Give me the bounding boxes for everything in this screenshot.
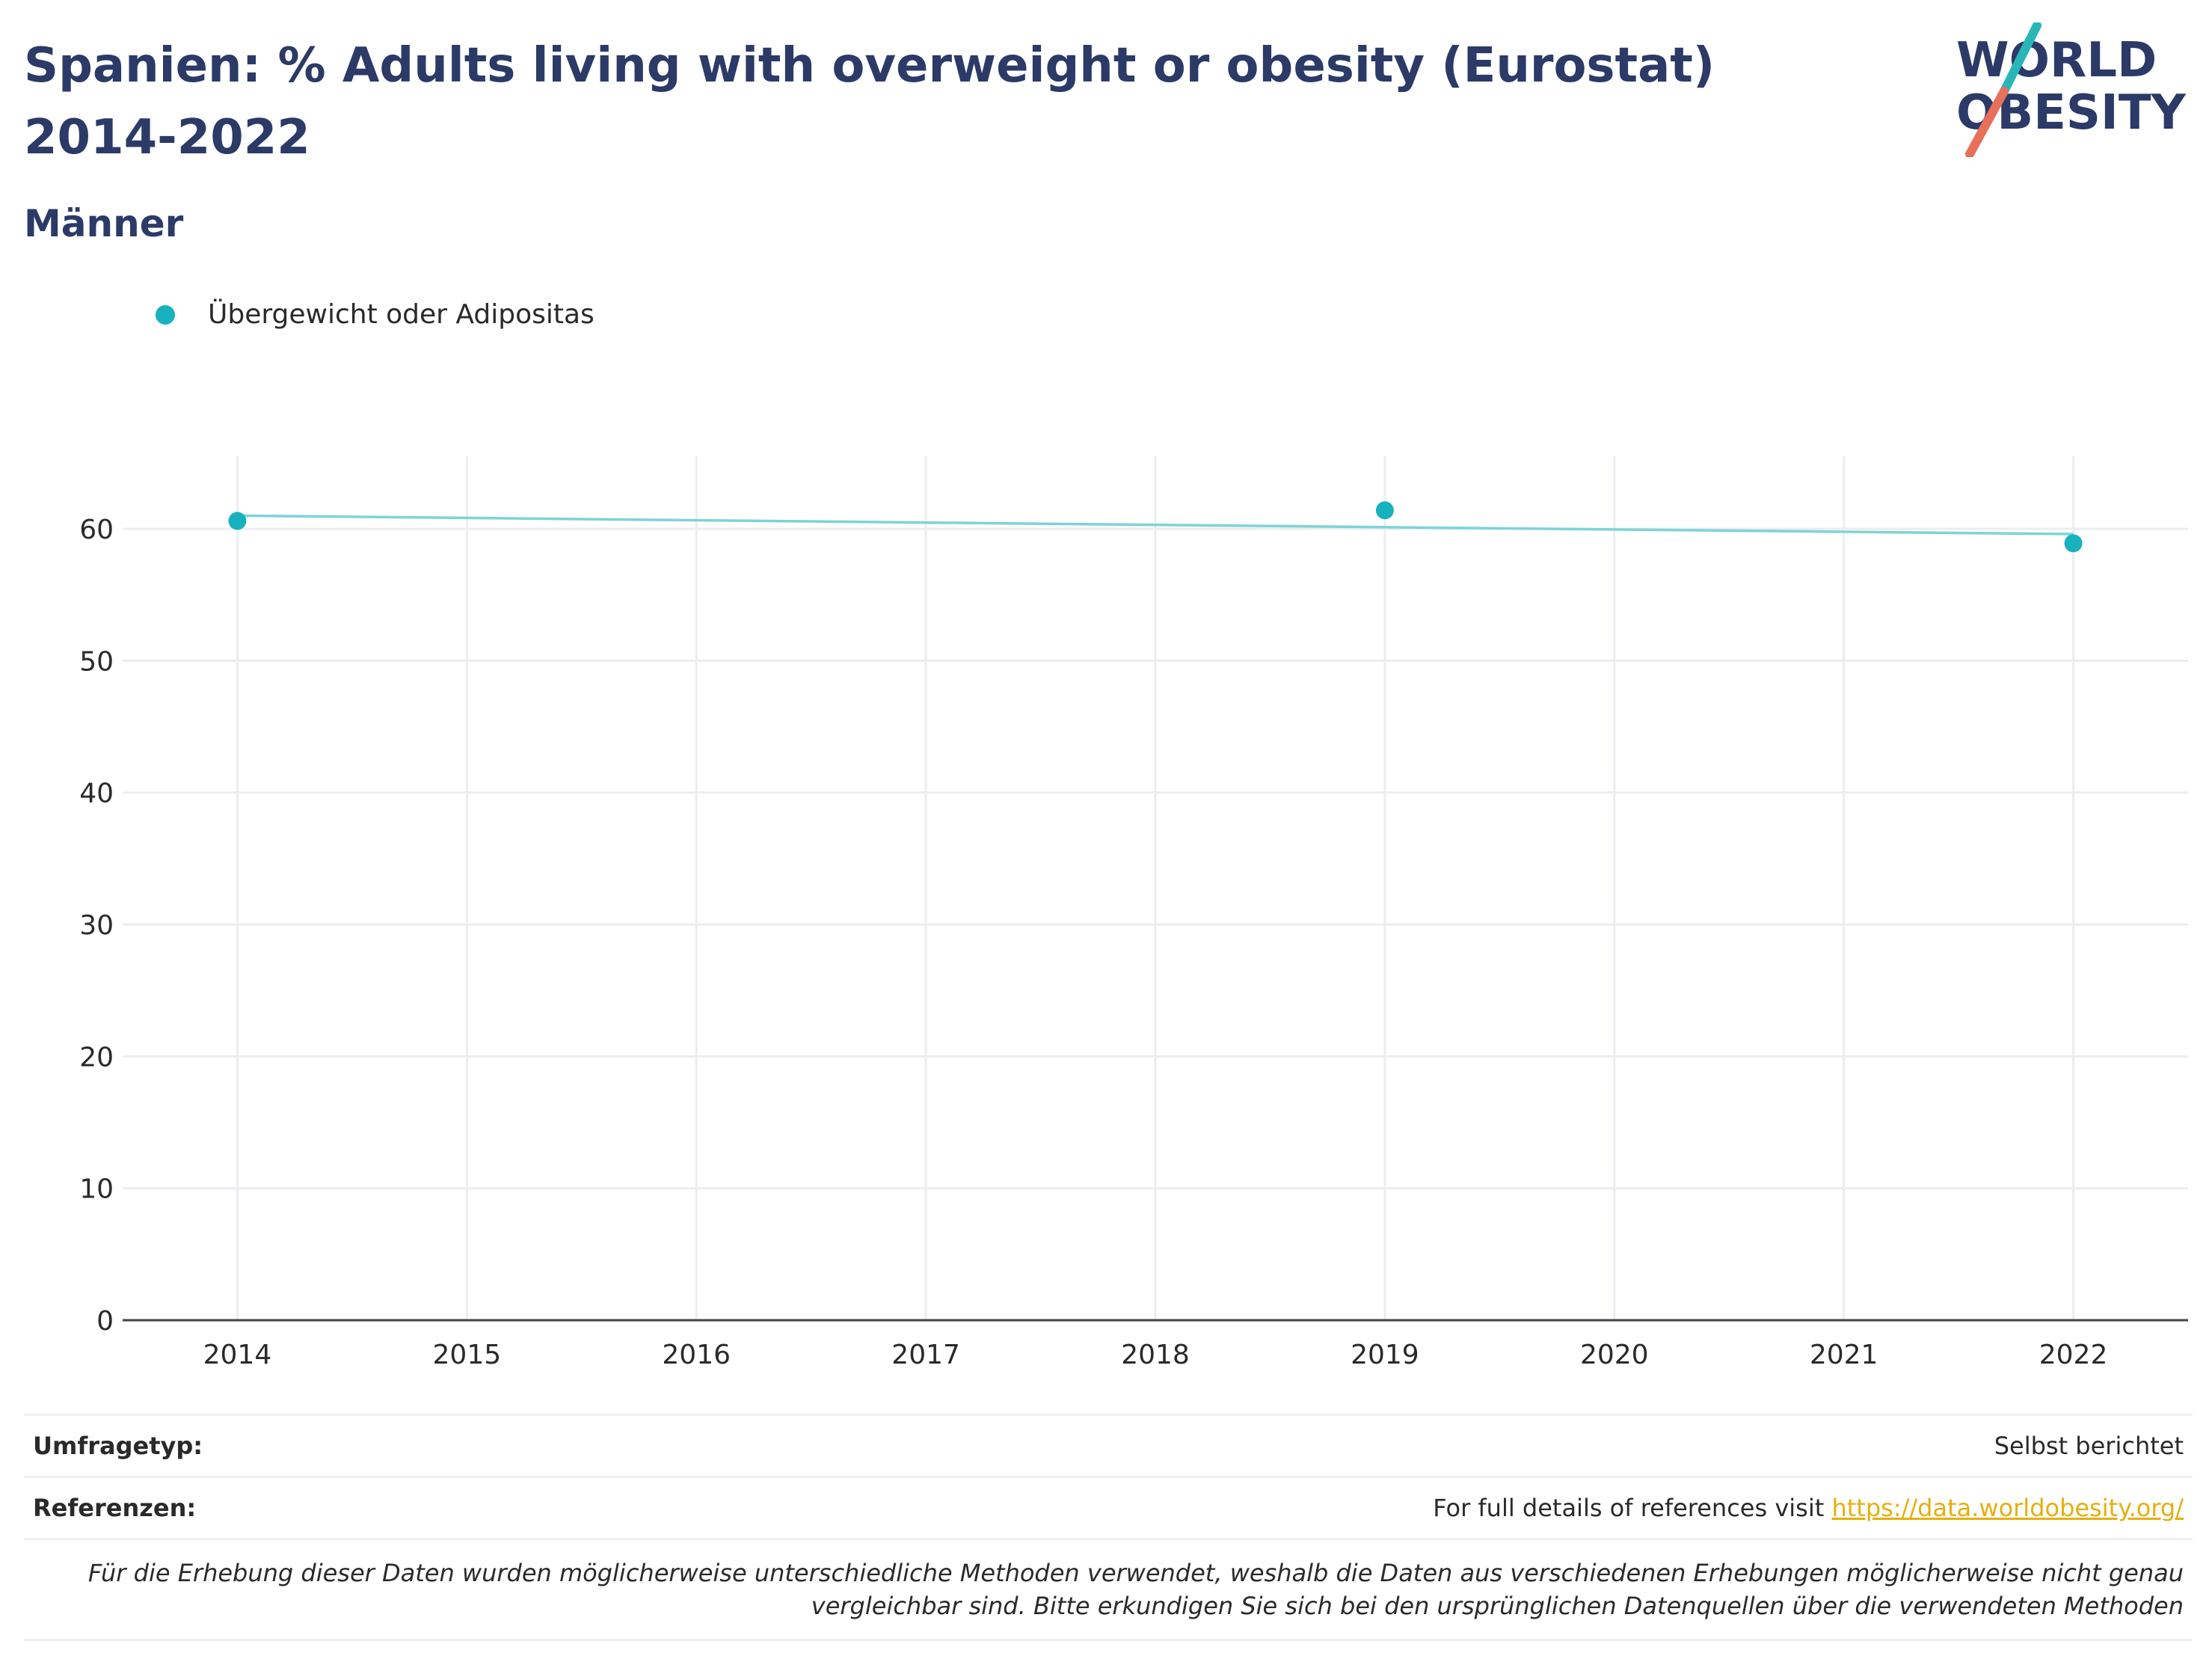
references-label: Referenzen: [24, 1476, 485, 1539]
logo-text-world: WORLD [1956, 33, 2157, 88]
x-tick-label: 2019 [1351, 1340, 1419, 1370]
survey-type-label: Umfragetyp: [24, 1414, 485, 1477]
data-point [228, 512, 247, 530]
x-tick-label: 2017 [891, 1340, 960, 1370]
x-tick-label: 2021 [1810, 1340, 1878, 1370]
references-text: For full details of references visit [1433, 1494, 1832, 1522]
note-row: Für die Erhebung dieser Daten wurden mög… [24, 1538, 2193, 1641]
y-tick-label: 0 [96, 1306, 114, 1337]
chart-area: 2014 2015 2016 2017 2018 2019 2020 2021 2022 0 10 2… [79, 456, 2188, 1370]
x-tick-label: 2020 [1580, 1340, 1649, 1370]
methodology-note: Für die Erhebung dieser Daten wurden mög… [24, 1538, 2193, 1641]
chart-subtitle: Männer [24, 202, 184, 245]
world-obesity-logo: WORLD OBESITY [1956, 22, 2186, 157]
y-tick-label: 10 [79, 1174, 114, 1205]
data-point [2064, 534, 2083, 553]
y-tick-label: 50 [79, 646, 114, 677]
chart-legend[interactable]: Übergewicht oder Adipositas [156, 299, 595, 330]
y-tick-label: 40 [79, 779, 114, 809]
y-tick-label: 30 [79, 910, 114, 941]
survey-type-value: Selbst berichtet [485, 1414, 2193, 1477]
references-link[interactable]: https://data.worldobesity.org/ [1831, 1494, 2184, 1522]
references-cell: For full details of references visit htt… [485, 1476, 2193, 1539]
x-tick-label: 2022 [2039, 1340, 2108, 1370]
references-row: Referenzen: For full details of referenc… [24, 1476, 2193, 1539]
data-point [1375, 501, 1394, 520]
info-table: Umfragetyp: Selbst berichtet Referenzen:… [24, 1414, 2193, 1641]
x-tick-label: 2014 [203, 1340, 272, 1370]
legend-label: Übergewicht oder Adipositas [208, 299, 595, 330]
trend-line [237, 514, 2074, 536]
logo-slash-bottom [1965, 87, 2009, 157]
page-title: Spanien: % Adults living with overweight… [24, 38, 1715, 165]
x-tick-label: 2016 [662, 1340, 731, 1370]
legend-marker [156, 304, 175, 325]
x-tick-label: 2015 [433, 1340, 502, 1370]
logo-slash-top [2000, 22, 2042, 96]
y-tick-label: 60 [79, 515, 114, 545]
survey-type-row: Umfragetyp: Selbst berichtet [24, 1414, 2193, 1477]
x-tick-label: 2018 [1121, 1340, 1190, 1370]
y-tick-label: 20 [79, 1042, 114, 1073]
